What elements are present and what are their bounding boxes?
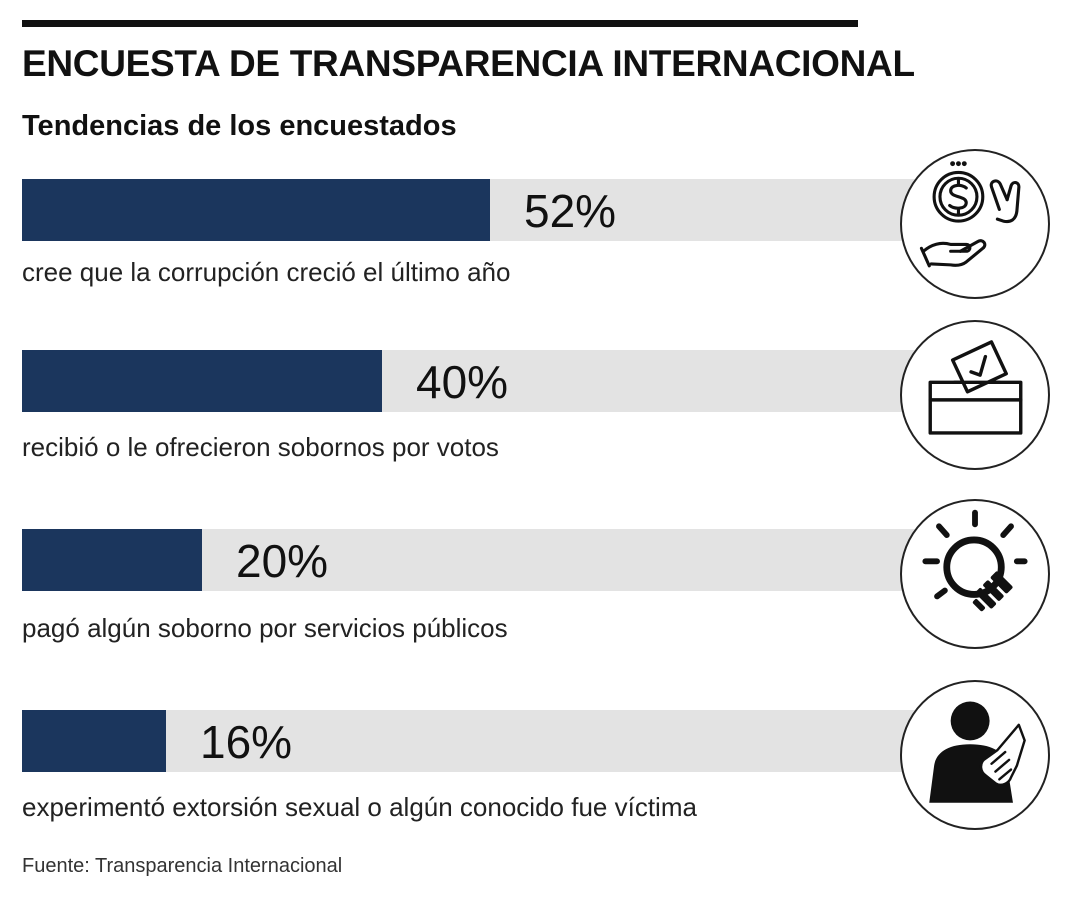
chart-row: 40% recibió o le ofrecieron sobornos por… xyxy=(0,320,1080,480)
value-label: 20% xyxy=(236,535,329,587)
bar xyxy=(22,529,202,591)
category-label: pagó algún soborno por servicios público… xyxy=(22,613,508,643)
value-label: 52% xyxy=(524,185,617,237)
chart-row: 52% cree que la corrupción creció el últ… xyxy=(0,149,1080,309)
source-note: Fuente: Transparencia Internacional xyxy=(22,855,343,877)
page-subtitle: Tendencias de los encuestados xyxy=(22,110,457,142)
chart-row: 16% experimentó extorsión sexual o algún… xyxy=(0,680,1080,840)
harassment-icon xyxy=(900,680,1050,830)
chart-row: 20% pagó algún soborno por servicios púb… xyxy=(0,499,1080,659)
value-label: 40% xyxy=(416,356,509,408)
light-bulb-icon xyxy=(900,499,1050,649)
ballot-box-icon xyxy=(900,320,1050,470)
bar xyxy=(22,710,166,772)
value-label: 16% xyxy=(200,716,293,768)
category-label: cree que la corrupción creció el último … xyxy=(22,257,511,287)
money-bribe-icon xyxy=(900,149,1050,299)
bar-track xyxy=(22,710,922,772)
category-label: experimentó extorsión sexual o algún con… xyxy=(22,792,697,822)
bar xyxy=(22,350,382,412)
bar xyxy=(22,179,490,241)
category-label: recibió o le ofrecieron sobornos por vot… xyxy=(22,432,499,462)
top-rule xyxy=(22,20,858,27)
page-title: ENCUESTA DE TRANSPARENCIA INTERNACIONAL xyxy=(22,43,915,84)
